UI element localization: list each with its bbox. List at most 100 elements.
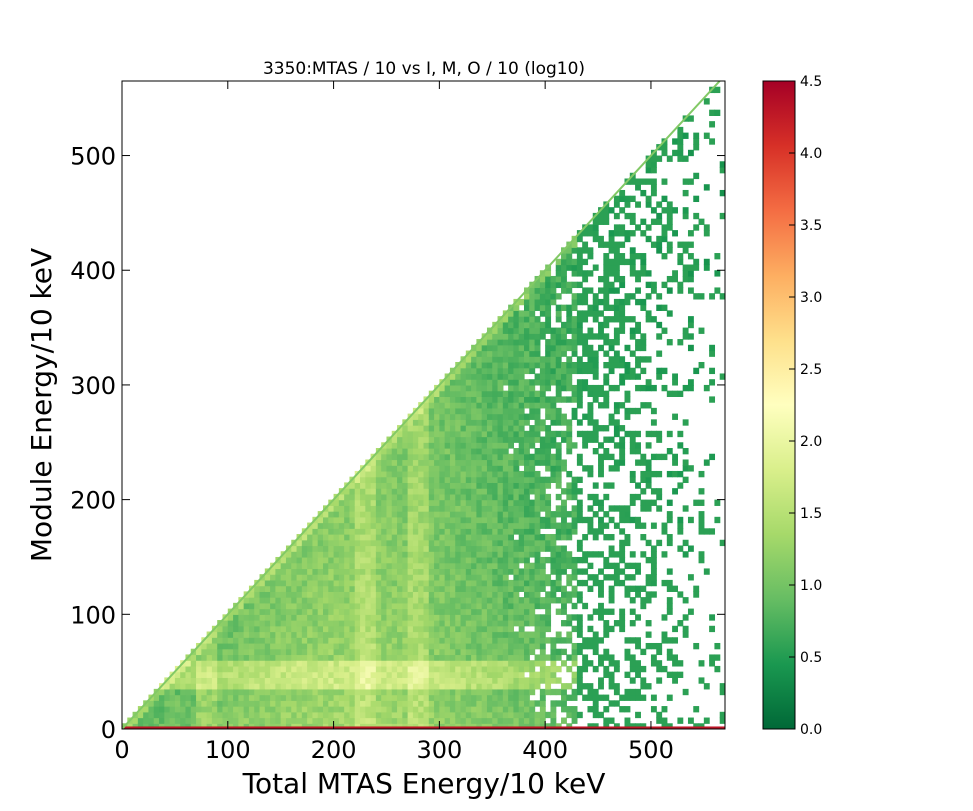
heatmap-cell [571, 505, 578, 512]
heatmap-cell [143, 706, 150, 713]
heatmap-cell [497, 585, 504, 592]
heatmap-cell [238, 602, 245, 610]
heatmap-cell [508, 310, 515, 317]
heatmap-cell [449, 625, 456, 633]
heatmap-cell [497, 333, 504, 340]
heatmap-cell [545, 396, 552, 403]
heatmap-cell [397, 723, 403, 729]
heatmap-cell [524, 717, 530, 724]
heatmap-cell [672, 275, 678, 283]
heatmap-cell [354, 597, 361, 604]
heatmap-cell [402, 562, 409, 570]
heatmap-cell [486, 430, 493, 438]
heatmap-cell [555, 367, 562, 375]
heatmap-cell [386, 545, 393, 552]
heatmap-cell [397, 574, 403, 581]
heatmap-cell [486, 476, 493, 484]
heatmap-cell [148, 706, 155, 713]
heatmap-cell [206, 723, 213, 729]
heatmap-cell [613, 459, 620, 466]
heatmap-cell [222, 654, 229, 661]
heatmap-cell [460, 390, 467, 397]
heatmap-cell [492, 367, 499, 375]
heatmap-cell [566, 321, 573, 329]
heatmap-cell [402, 688, 409, 696]
heatmap-cell [338, 528, 345, 535]
heatmap-cell [656, 218, 663, 225]
heatmap-cell [455, 723, 462, 729]
heatmap-cell [439, 683, 446, 690]
heatmap-cell [386, 488, 393, 495]
heatmap-cell [529, 293, 536, 300]
heatmap-cell [365, 694, 372, 701]
heatmap-cell [486, 442, 493, 449]
heatmap-cell [534, 677, 541, 684]
heatmap-cell [423, 660, 430, 667]
heatmap-cell [524, 430, 530, 438]
heatmap-cell [529, 356, 536, 363]
heatmap-cell [502, 694, 509, 701]
heatmap-cell [576, 253, 583, 260]
heatmap-cell [576, 361, 583, 369]
heatmap-cell [709, 453, 716, 461]
heatmap-cell [650, 579, 657, 587]
heatmap-cell [545, 597, 552, 604]
heatmap-cell [370, 522, 377, 529]
heatmap-cell [598, 390, 604, 397]
heatmap-cell [444, 591, 451, 598]
heatmap-cell [524, 637, 530, 644]
heatmap-cell [518, 350, 525, 357]
heatmap-cell [423, 425, 430, 432]
heatmap-cell [566, 528, 573, 535]
heatmap-cell [439, 568, 446, 575]
heatmap-cell [603, 281, 610, 289]
heatmap-cell [465, 528, 472, 535]
heatmap-cell [693, 195, 700, 203]
heatmap-cell [386, 534, 393, 541]
heatmap-cell [471, 585, 477, 592]
heatmap-cell [423, 677, 430, 684]
heatmap-cell [561, 534, 567, 541]
heatmap-cell [439, 579, 446, 587]
heatmap-cell [397, 677, 403, 684]
heatmap-cell [529, 602, 536, 610]
heatmap-cell [455, 694, 462, 701]
heatmap-cell [545, 442, 552, 449]
heatmap-cell [555, 637, 562, 644]
heatmap-cell [592, 361, 599, 369]
heatmap-cell [529, 516, 536, 524]
heatmap-cell [502, 654, 509, 661]
heatmap-cell [513, 637, 520, 644]
heatmap-cell [365, 539, 372, 547]
heatmap-cell [555, 316, 562, 323]
heatmap-cell [513, 654, 520, 661]
heatmap-cell [624, 390, 631, 397]
heatmap-cell [386, 476, 393, 484]
heatmap-cell [661, 384, 668, 392]
heatmap-cell [280, 574, 287, 581]
heatmap-cell [502, 511, 509, 518]
heatmap-cell [545, 373, 552, 380]
heatmap-cell [534, 534, 541, 541]
heatmap-cell [407, 476, 414, 484]
heatmap-cell [629, 470, 636, 478]
heatmap-cell [465, 505, 472, 512]
heatmap-cell [471, 356, 477, 363]
heatmap-cell [370, 585, 377, 592]
heatmap-cell [344, 511, 351, 518]
heatmap-cell [333, 539, 340, 547]
heatmap-cell [550, 717, 557, 724]
heatmap-cell [592, 493, 599, 501]
heatmap-cell [137, 723, 144, 729]
heatmap-cell [344, 683, 351, 690]
heatmap-cell [481, 648, 488, 656]
heatmap-cell [624, 367, 631, 375]
heatmap-cell [449, 482, 456, 489]
heatmap-cell [460, 556, 467, 564]
heatmap-cell [159, 723, 165, 729]
heatmap-cell [698, 528, 705, 535]
heatmap-cell [275, 625, 282, 633]
heatmap-cell [518, 339, 525, 346]
heatmap-cell [328, 602, 335, 610]
